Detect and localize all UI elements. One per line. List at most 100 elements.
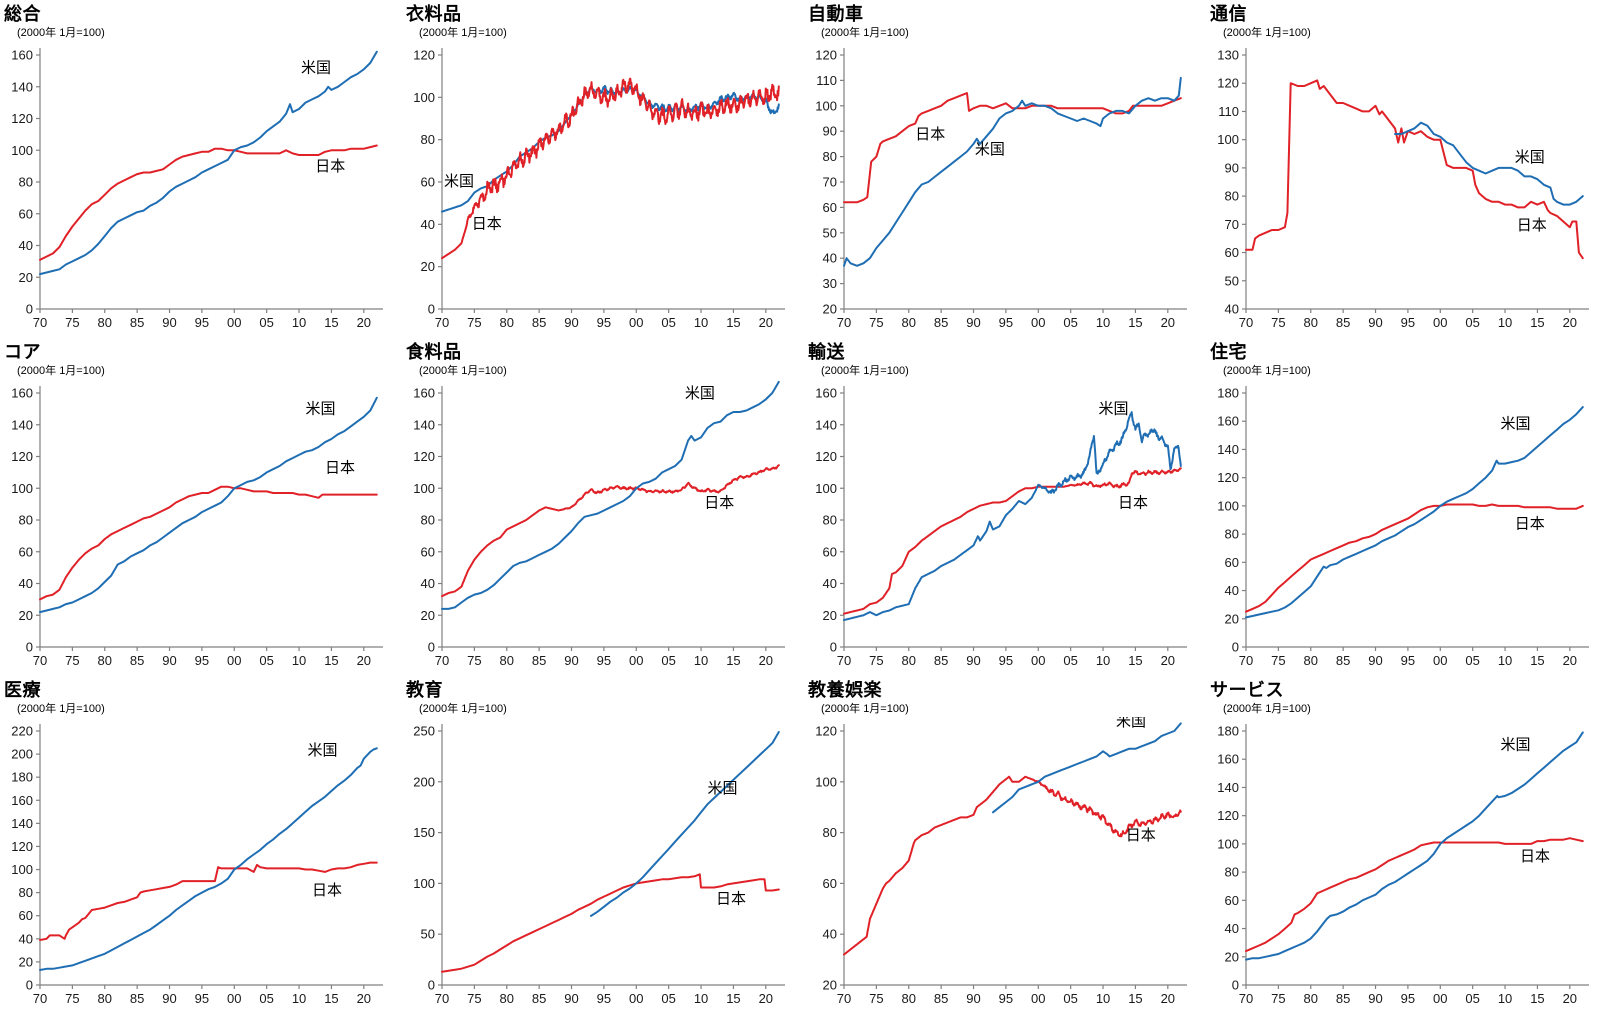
x-tick-label: 95 xyxy=(1401,653,1415,668)
y-tick-label: 100 xyxy=(815,481,837,496)
series-label-jp: 日本 xyxy=(1515,515,1545,532)
y-tick-label: 100 xyxy=(11,143,33,158)
y-tick-label: 60 xyxy=(19,908,33,923)
chart-cell-recreation: 教養娯楽 (2000年 1月=100) 20 40 60 80 100 120 70 75 80… xyxy=(804,676,1206,1014)
x-tick-label: 80 xyxy=(902,991,916,1006)
y-tick-label: 140 xyxy=(1217,442,1239,457)
y-tick-label: 150 xyxy=(413,825,435,840)
chart-subtitle: (2000年 1月=100) xyxy=(821,27,909,39)
x-tick-label: 70 xyxy=(1239,315,1253,330)
y-tick-label: 160 xyxy=(815,386,837,401)
x-tick-label: 80 xyxy=(1304,315,1318,330)
series-label-us: 米国 xyxy=(685,385,715,402)
y-tick-label: 60 xyxy=(421,175,435,190)
x-tick-label: 95 xyxy=(999,653,1013,668)
x-tick-label: 85 xyxy=(532,653,546,668)
y-tick-label: 20 xyxy=(421,259,435,274)
y-tick-label: 180 xyxy=(1217,386,1239,401)
series-label-us: 米国 xyxy=(1501,415,1531,432)
chart-subtitle: (2000年 1月=100) xyxy=(419,703,507,715)
x-tick-label: 10 xyxy=(1498,991,1512,1006)
y-tick-label: 60 xyxy=(1225,245,1239,260)
chart-cell-overall: 総合 (2000年 1月=100) 0 20 40 60 80 100 120 140 160 7… xyxy=(0,0,402,338)
y-tick-label: 140 xyxy=(11,816,33,831)
y-tick-label: 200 xyxy=(413,774,435,789)
x-tick-label: 20 xyxy=(1161,315,1175,330)
x-tick-label: 15 xyxy=(1530,991,1544,1006)
x-tick-label: 00 xyxy=(227,315,241,330)
x-tick-label: 80 xyxy=(1304,653,1318,668)
x-tick-label: 00 xyxy=(629,315,643,330)
y-tick-label: 0 xyxy=(428,302,435,317)
y-tick-label: 160 xyxy=(11,793,33,808)
x-tick-label: 05 xyxy=(1465,315,1479,330)
y-tick-label: 0 xyxy=(830,640,837,655)
y-tick-label: 100 xyxy=(815,774,837,789)
x-tick-label: 80 xyxy=(500,315,514,330)
y-tick-label: 220 xyxy=(11,724,33,739)
y-tick-label: 110 xyxy=(1218,104,1239,119)
chart-title: 食料品 xyxy=(406,342,462,362)
series-label-us: 米国 xyxy=(1099,401,1129,418)
y-tick-label: 60 xyxy=(823,200,837,215)
y-tick-label: 80 xyxy=(823,149,837,164)
x-tick-label: 90 xyxy=(162,653,176,668)
y-tick-label: 120 xyxy=(11,111,33,126)
series-line-us xyxy=(590,731,780,917)
y-tick-label: 140 xyxy=(1217,780,1239,795)
x-tick-label: 05 xyxy=(1063,315,1077,330)
x-tick-label: 70 xyxy=(33,653,47,668)
series-label-us: 米国 xyxy=(444,173,474,190)
x-tick-label: 95 xyxy=(597,653,611,668)
y-tick-label: 100 xyxy=(413,90,435,105)
y-tick-label: 160 xyxy=(1217,752,1239,767)
x-tick-label: 80 xyxy=(500,991,514,1006)
y-tick-label: 50 xyxy=(823,225,837,240)
y-tick-label: 80 xyxy=(823,825,837,840)
series-label-jp: 日本 xyxy=(315,158,345,175)
x-tick-label: 85 xyxy=(532,991,546,1006)
x-tick-label: 10 xyxy=(694,991,708,1006)
series-label-us: 米国 xyxy=(975,141,1005,158)
series-line-jp xyxy=(39,144,378,261)
y-tick-label: 60 xyxy=(823,876,837,891)
y-tick-label: 120 xyxy=(1217,76,1239,91)
x-tick-label: 05 xyxy=(1465,653,1479,668)
chart-title: 教養娯楽 xyxy=(808,680,882,700)
x-tick-label: 20 xyxy=(1563,991,1577,1006)
series-line-jp xyxy=(39,861,378,941)
y-tick-label: 80 xyxy=(1225,189,1239,204)
series-line-us xyxy=(1245,731,1584,961)
x-tick-label: 95 xyxy=(999,991,1013,1006)
x-tick-label: 00 xyxy=(227,653,241,668)
x-tick-label: 80 xyxy=(98,315,112,330)
x-tick-label: 80 xyxy=(902,315,916,330)
chart-subtitle: (2000年 1月=100) xyxy=(1223,27,1311,39)
chart-subtitle: (2000年 1月=100) xyxy=(821,703,909,715)
chart-title: 輸送 xyxy=(808,342,845,362)
x-tick-label: 00 xyxy=(1433,315,1447,330)
x-tick-label: 85 xyxy=(934,991,948,1006)
x-tick-label: 75 xyxy=(65,315,79,330)
series-line-jp xyxy=(1245,837,1584,953)
x-tick-label: 05 xyxy=(259,653,273,668)
series-label-jp: 日本 xyxy=(325,459,355,476)
y-tick-label: 100 xyxy=(11,481,33,496)
x-tick-label: 00 xyxy=(629,991,643,1006)
x-tick-label: 05 xyxy=(259,315,273,330)
chart-subtitle: (2000年 1月=100) xyxy=(419,365,507,377)
y-tick-label: 160 xyxy=(413,386,435,401)
series-label-jp: 日本 xyxy=(1118,494,1148,511)
line-chart-transport: 0 20 40 60 80 100 120 140 160 70 75 80 85 90 95 00 05 10 1… xyxy=(815,386,1187,668)
x-tick-label: 75 xyxy=(1271,991,1285,1006)
line-chart-housing: 0 20 40 60 80 100 120 140 160 180 70 75 80 85 90 95 00 05… xyxy=(1217,386,1589,668)
x-tick-label: 20 xyxy=(1161,653,1175,668)
series-line-us xyxy=(39,50,378,276)
x-tick-label: 70 xyxy=(33,315,47,330)
y-tick-label: 80 xyxy=(1225,865,1239,880)
y-tick-label: 120 xyxy=(815,724,837,739)
x-tick-label: 05 xyxy=(661,991,675,1006)
chart-subtitle: (2000年 1月=100) xyxy=(821,365,909,377)
